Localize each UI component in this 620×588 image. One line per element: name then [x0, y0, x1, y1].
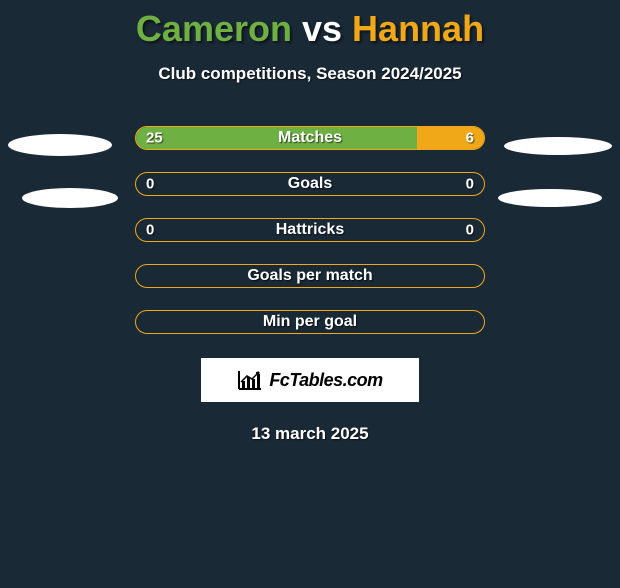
stat-label: Hattricks: [136, 221, 484, 239]
stat-label: Min per goal: [136, 313, 484, 331]
page-title: Cameron vs Hannah: [0, 8, 620, 50]
stat-value-left: 0: [146, 222, 154, 239]
bar-track: Min per goal: [135, 310, 485, 334]
stat-value-right: 0: [466, 222, 474, 239]
stat-value-right: 6: [466, 130, 474, 147]
stat-value-left: 25: [146, 130, 163, 147]
stat-label: Goals: [136, 175, 484, 193]
decorative-ellipse: [22, 188, 118, 208]
player1-name: Cameron: [136, 8, 292, 49]
bar-track: Goals per match: [135, 264, 485, 288]
date-label: 13 march 2025: [0, 424, 620, 444]
decorative-ellipse: [8, 134, 112, 156]
bar-track: Goals0 0: [135, 172, 485, 196]
decorative-ellipse: [498, 189, 602, 207]
logo-box: FcTables.com: [201, 358, 419, 402]
stat-row: Goals per match: [0, 264, 620, 288]
vs-separator: vs: [302, 8, 342, 49]
bar-fill-left: [136, 127, 417, 149]
subtitle: Club competitions, Season 2024/2025: [0, 64, 620, 84]
stat-value-right: 0: [466, 176, 474, 193]
bar-track: Hattricks0 0: [135, 218, 485, 242]
logo-text: FcTables.com: [269, 370, 382, 391]
stats-container: Matches256Goals00Hattricks00Goals per ma…: [0, 126, 620, 334]
stat-row: Min per goal: [0, 310, 620, 334]
decorative-ellipse: [504, 137, 612, 155]
player2-name: Hannah: [352, 8, 484, 49]
chart-icon: [237, 369, 263, 391]
stat-row: Hattricks0 0: [0, 218, 620, 242]
stat-label: Goals per match: [136, 267, 484, 285]
stat-value-left: 0: [146, 176, 154, 193]
bar-track: Matches256: [135, 126, 485, 150]
